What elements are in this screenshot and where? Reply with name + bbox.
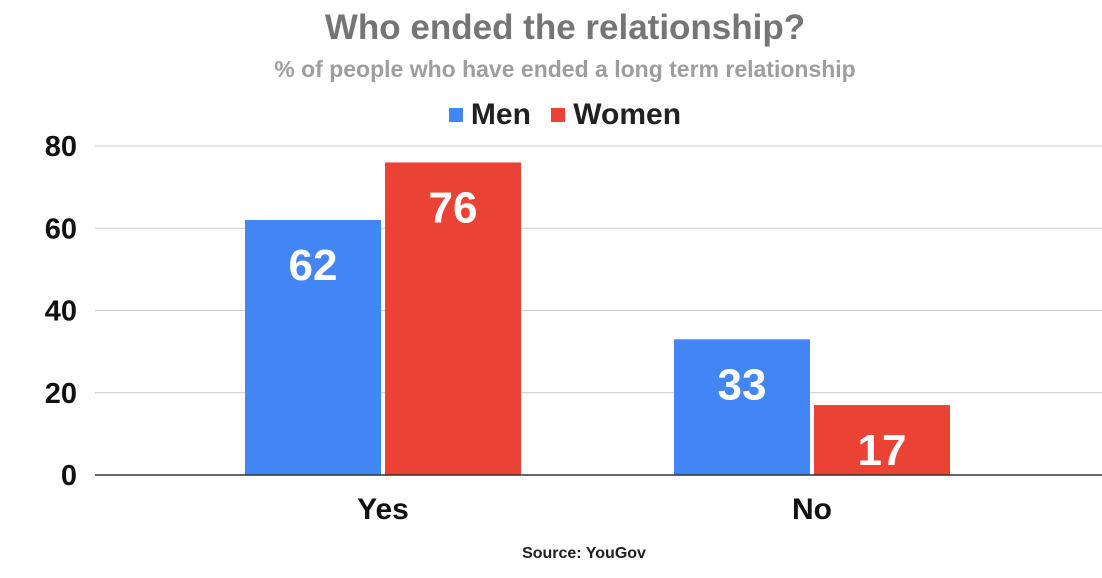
chart-subtitle: % of people who have ended a long term r… [274, 56, 856, 82]
y-tick-label-60: 60 [45, 213, 77, 245]
y-tick-label-20: 20 [45, 378, 77, 410]
bar-women-yes [385, 162, 521, 475]
y-tick-label-80: 80 [45, 131, 77, 163]
data-label-men-no: 33 [718, 360, 767, 409]
chart-title: Who ended the relationship? [324, 8, 806, 47]
data-label-men-yes: 62 [289, 241, 338, 290]
data-label-women-yes: 76 [429, 183, 478, 232]
y-tick-label-40: 40 [45, 296, 77, 328]
legend-item-women: Women [551, 98, 681, 132]
x-category-label-yes: Yes [357, 493, 409, 526]
data-label-women-no: 17 [858, 426, 907, 475]
source-note: Source: YouGov [522, 545, 646, 562]
x-category-label-no: No [792, 493, 832, 526]
legend: Men Women [0, 96, 1102, 132]
bar-women-no [814, 405, 950, 475]
legend-label-men: Men [470, 98, 531, 131]
bar-men-yes [245, 220, 381, 475]
y-tick-label-0: 0 [61, 460, 77, 492]
bar-men-no [674, 339, 810, 475]
legend-label-women: Women [573, 98, 682, 131]
legend-swatch-women [551, 108, 566, 122]
legend-swatch-men [448, 108, 463, 122]
legend-item-men: Men [448, 98, 531, 132]
